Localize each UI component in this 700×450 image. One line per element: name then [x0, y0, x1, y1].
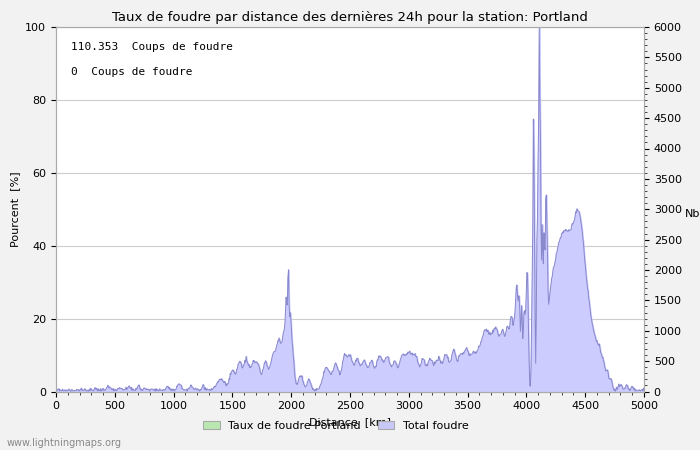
Title: Taux de foudre par distance des dernières 24h pour la station: Portland: Taux de foudre par distance des dernière…: [112, 11, 588, 24]
Text: www.lightningmaps.org: www.lightningmaps.org: [7, 438, 122, 448]
Text: 0  Coups de foudre: 0 Coups de foudre: [71, 67, 192, 77]
Y-axis label: Nb: Nb: [685, 209, 700, 219]
Text: 110.353  Coups de foudre: 110.353 Coups de foudre: [71, 41, 232, 52]
Y-axis label: Pourcent  [%]: Pourcent [%]: [10, 171, 20, 247]
Legend: Taux de foudre Portland, Total foudre: Taux de foudre Portland, Total foudre: [199, 416, 473, 436]
X-axis label: Distance  [km]: Distance [km]: [309, 417, 391, 427]
